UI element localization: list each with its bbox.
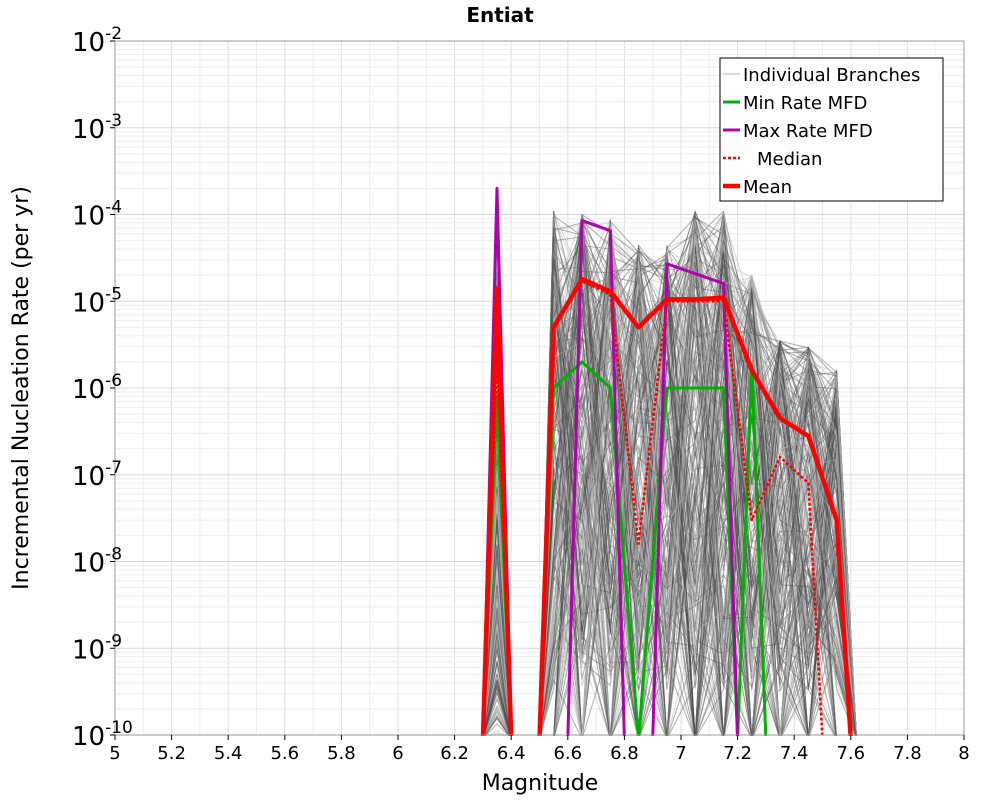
x-tick-label: 6.8 — [610, 743, 639, 764]
x-tick-label: 5.2 — [157, 743, 186, 764]
x-tick-label: 5.8 — [327, 743, 356, 764]
series-median-line — [481, 280, 824, 741]
legend-box — [719, 57, 944, 202]
legend-label-branches: Individual Branches — [743, 65, 920, 86]
y-tick-label: 10-9 — [72, 631, 122, 665]
legend-label-median: Median — [757, 149, 822, 170]
chart-title: Entiat — [466, 3, 534, 27]
y-tick-label: 10-3 — [72, 111, 122, 145]
x-tick-label: 7.2 — [723, 743, 752, 764]
y-tick-label: 10-2 — [72, 24, 122, 58]
y-tick-label: 10-5 — [72, 284, 122, 318]
legend-label-max: Max Rate MFD — [743, 121, 873, 142]
x-tick-label: 6 — [392, 743, 403, 764]
legend: Individual Branches Min Rate MFD Max Rate … — [719, 57, 944, 202]
x-axis-label: Magnitude — [482, 771, 599, 796]
y-tick-label: 10-7 — [72, 458, 122, 492]
y-axis-ticks: 10-10 10-9 10-8 10-7 10-6 10-5 10-4 10-3 10-2 — [72, 24, 133, 752]
legend-label-mean: Mean — [743, 177, 792, 198]
y-tick-label: 10-8 — [72, 545, 122, 579]
x-tick-label: 5 — [109, 743, 120, 764]
y-axis-label: Incremental Nucleation Rate (per yr) — [9, 186, 34, 590]
bottom-mask — [0, 736, 1000, 800]
x-tick-label: 7.6 — [836, 743, 865, 764]
x-tick-label: 5.4 — [214, 743, 243, 764]
legend-label-min: Min Rate MFD — [743, 93, 867, 114]
x-tick-label: 8 — [958, 743, 969, 764]
x-tick-label: 6.2 — [440, 743, 469, 764]
x-tick-label: 6.4 — [497, 743, 526, 764]
x-tick-label: 5.6 — [270, 743, 299, 764]
x-tick-label: 7.4 — [780, 743, 809, 764]
x-tick-label: 7 — [675, 743, 686, 764]
y-tick-label: 10-10 — [72, 718, 133, 752]
y-tick-label: 10-6 — [72, 371, 122, 405]
x-axis-ticks: 5 5.2 5.4 5.6 5.8 6 6.2 6.4 6.6 6.8 7 7.2 7.4 7.6 7.8 8 — [109, 735, 970, 764]
x-tick-label: 6.6 — [553, 743, 582, 764]
y-tick-label: 10-4 — [72, 198, 122, 232]
x-tick-label: 7.8 — [893, 743, 922, 764]
